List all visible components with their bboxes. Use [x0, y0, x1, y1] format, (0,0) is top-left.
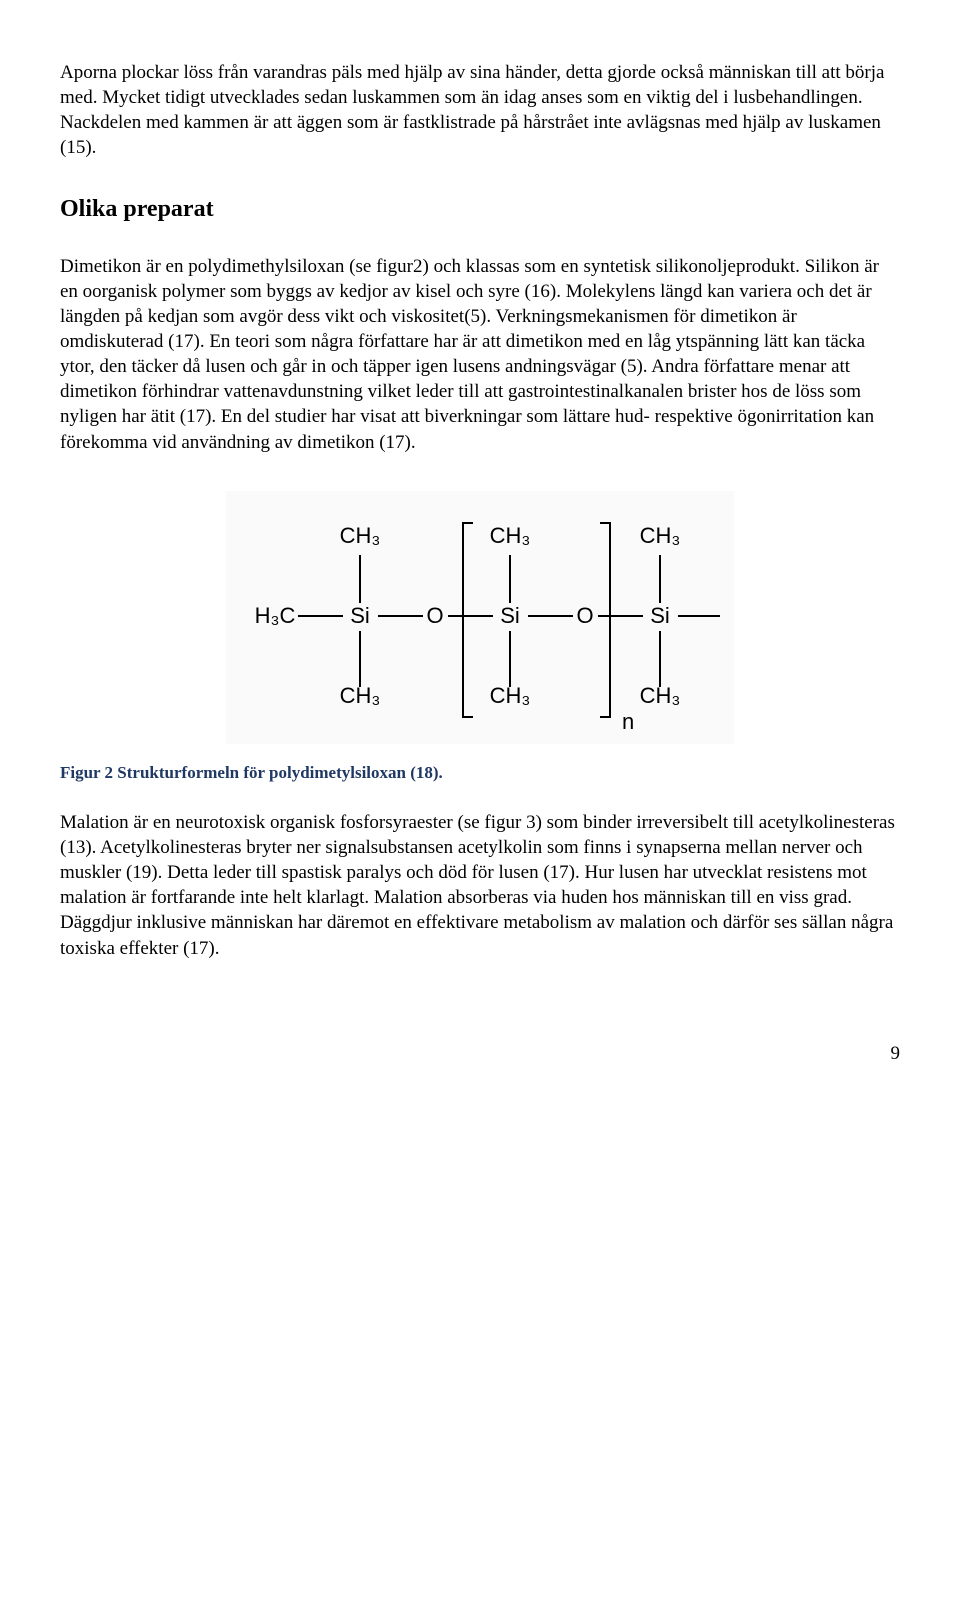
svg-text:CH₃: CH₃	[340, 523, 381, 548]
paragraph-intro: Aporna plockar löss från varandras päls …	[60, 60, 900, 160]
polydimethylsiloxane-diagram: H₃CSiCH₃CH₃OSiCH₃CH₃OSiCH₃CH₃CH₃n	[240, 503, 720, 733]
figure-2-structure: H₃CSiCH₃CH₃OSiCH₃CH₃OSiCH₃CH₃CH₃n	[60, 491, 900, 744]
svg-text:CH₃: CH₃	[490, 523, 531, 548]
svg-text:H₃C: H₃C	[255, 603, 296, 628]
svg-text:n: n	[622, 709, 634, 733]
svg-text:O: O	[426, 603, 443, 628]
svg-text:CH₃: CH₃	[640, 523, 681, 548]
page-number: 9	[60, 1041, 900, 1066]
svg-text:O: O	[576, 603, 593, 628]
svg-text:CH₃: CH₃	[340, 683, 381, 708]
svg-text:Si: Si	[500, 603, 520, 628]
section-heading-olika-preparat: Olika preparat	[60, 194, 900, 226]
figure-2-caption: Figur 2 Strukturformeln för polydimetyls…	[60, 762, 900, 784]
svg-text:Si: Si	[650, 603, 670, 628]
paragraph-malation: Malation är en neurotoxisk organisk fosf…	[60, 810, 900, 960]
paragraph-dimetikon: Dimetikon är en polydimethylsiloxan (se …	[60, 254, 900, 455]
svg-text:Si: Si	[350, 603, 370, 628]
svg-text:CH₃: CH₃	[640, 683, 681, 708]
svg-text:CH₃: CH₃	[490, 683, 531, 708]
